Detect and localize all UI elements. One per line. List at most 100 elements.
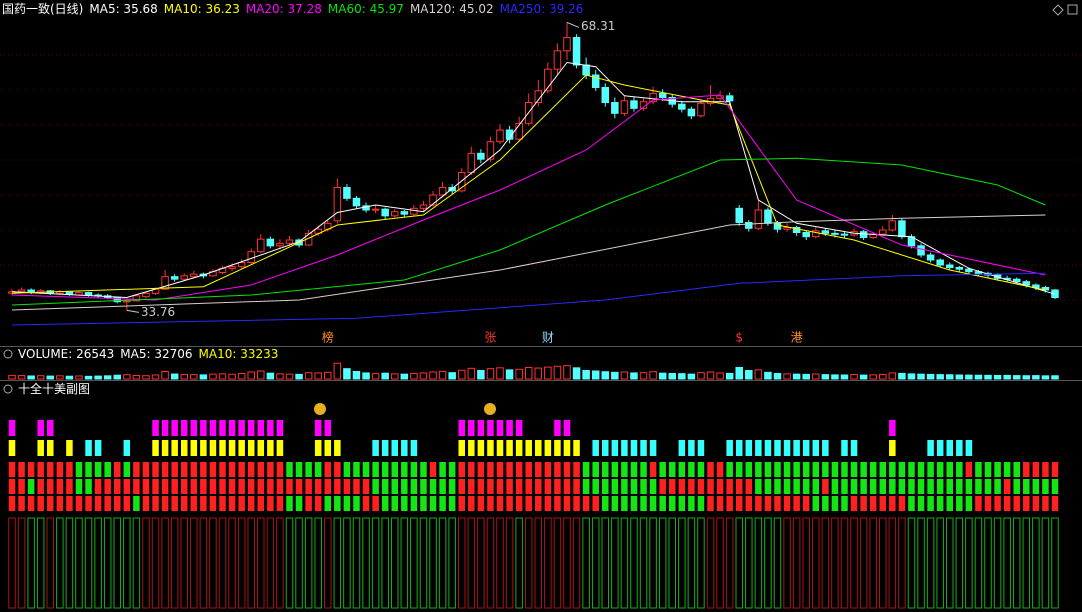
switch-cell (75, 479, 83, 494)
switch-cell (1003, 479, 1011, 494)
switch-cell (822, 496, 829, 511)
switch-cell (936, 479, 944, 494)
candle-body (840, 233, 849, 236)
event-marker: 张 (484, 331, 496, 345)
switch-cell (85, 462, 92, 477)
panel-toggle[interactable] (3, 349, 13, 359)
switch-cell (668, 496, 676, 511)
switch-cell (611, 496, 619, 511)
signal-cell (180, 440, 188, 456)
candle-body (544, 68, 552, 92)
candle-body (735, 207, 743, 223)
volume-bar (965, 374, 973, 380)
switch-cell (27, 479, 35, 494)
candle-body (515, 122, 523, 140)
panel-toggle[interactable] (3, 384, 13, 394)
outline-cell (161, 517, 169, 609)
switch-cell (563, 496, 571, 511)
switch-cell (1042, 496, 1049, 511)
switch-cell (860, 496, 867, 511)
candle-body (419, 204, 428, 209)
signal-cell (802, 440, 810, 456)
event-marker: $ (735, 331, 743, 345)
signal-cell (391, 440, 399, 456)
signal-title: 十全十美副图 (18, 382, 91, 396)
switch-cell (152, 462, 159, 477)
switch-cell (707, 462, 714, 477)
switch-cell (611, 462, 619, 477)
outline-cell (601, 517, 610, 609)
switch-cell (228, 496, 236, 511)
outline-cell (754, 517, 763, 609)
switch-cell (295, 496, 303, 511)
switch-cell (439, 479, 446, 494)
switch-cell (535, 496, 542, 511)
signal-cell (535, 440, 542, 456)
volume-bar (945, 374, 954, 380)
outline-cell (945, 517, 954, 609)
volume-bar (46, 375, 55, 380)
signal-cell (161, 420, 169, 436)
signal-cell (66, 440, 73, 456)
signal-cell (468, 440, 475, 456)
signal-cell (783, 440, 791, 456)
switch-cell (726, 479, 733, 494)
switch-cell (334, 479, 341, 494)
switch-cell (305, 479, 312, 494)
switch-cell (506, 496, 513, 511)
volume-bar (199, 374, 208, 380)
candle-body (333, 187, 342, 222)
outline-cell (103, 517, 112, 609)
volume-bar (381, 372, 389, 380)
signal-cell (228, 440, 236, 456)
switch-cell (745, 479, 753, 494)
switch-cell (468, 462, 475, 477)
window-icon[interactable] (1067, 4, 1078, 15)
switch-cell (869, 479, 877, 494)
outline-cell (687, 517, 696, 609)
outline-cell (419, 517, 428, 609)
outline-cell (400, 517, 409, 609)
volume-bar (457, 369, 466, 380)
candle-body (534, 90, 543, 104)
ma-legend: MA10: 36.23 (163, 2, 240, 16)
switch-cell (439, 462, 446, 477)
volume-bar (802, 373, 810, 380)
switch-cell (573, 479, 580, 494)
signal-cell (247, 440, 255, 456)
switch-cell (391, 462, 399, 477)
candle-body (630, 100, 638, 109)
candle-body (390, 211, 399, 217)
switch-cell (401, 479, 408, 494)
switch-cell (860, 462, 867, 477)
volume-bar (257, 370, 265, 380)
signal-cell (764, 440, 772, 456)
switch-cell (659, 496, 666, 511)
signal-cell (85, 440, 92, 456)
switch-cell (324, 496, 332, 511)
outline-cell (362, 517, 370, 609)
volume-bar (132, 374, 141, 380)
switch-cell (735, 479, 743, 494)
signal-cell (793, 440, 800, 456)
switch-cell (965, 479, 973, 494)
switch-cell (123, 496, 131, 511)
switch-cell (133, 496, 140, 511)
volume-bar (716, 372, 724, 380)
switch-cell (563, 462, 571, 477)
switch-cell (984, 462, 992, 477)
switch-cell (142, 462, 150, 477)
switch-cell (1013, 462, 1020, 477)
switch-cell (66, 479, 73, 494)
outline-cell (630, 517, 638, 609)
switch-cell (850, 462, 858, 477)
volume-bar (783, 373, 791, 380)
candle-body (496, 129, 504, 143)
window-icon[interactable] (1052, 4, 1064, 16)
volume-bar (36, 375, 45, 380)
signal-cell (37, 440, 44, 456)
switch-cell (429, 479, 437, 494)
switch-cell (879, 462, 887, 477)
switch-cell (535, 479, 542, 494)
volume-bar (678, 373, 686, 380)
